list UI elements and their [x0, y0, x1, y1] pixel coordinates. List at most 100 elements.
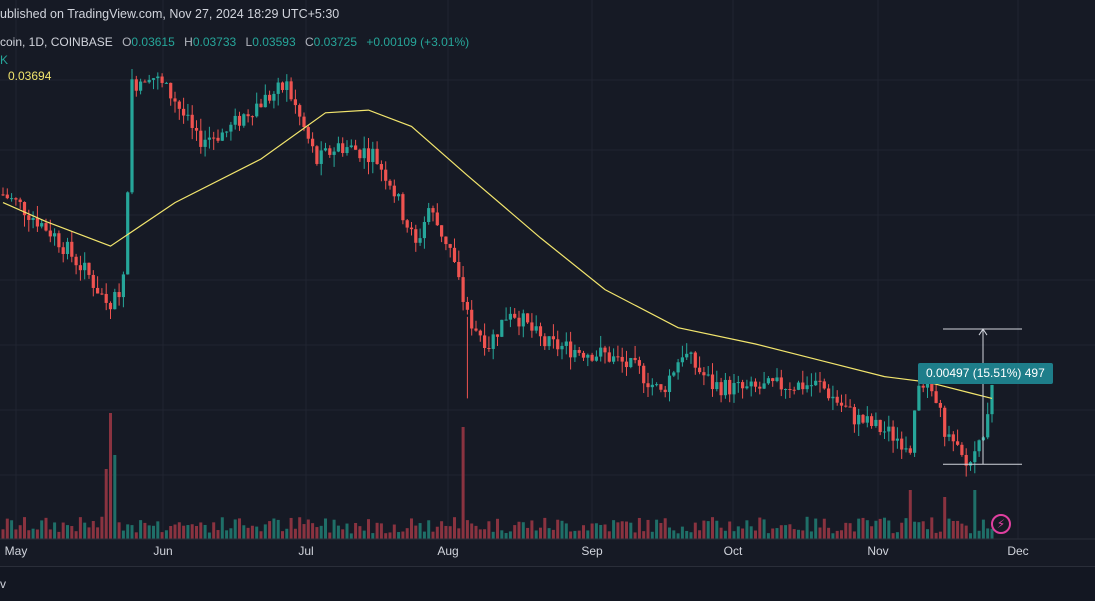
volume-bar: [440, 521, 444, 539]
close-label: C: [304, 35, 314, 49]
candle-body: [242, 114, 246, 126]
candle-body: [483, 335, 487, 349]
candle-body: [693, 352, 697, 368]
volume-bar: [96, 527, 100, 539]
candle-body: [164, 82, 168, 84]
volume-bar: [517, 521, 521, 539]
volume-bar: [857, 518, 861, 539]
candle-body: [874, 419, 878, 426]
candle-body: [397, 194, 401, 197]
candle-body: [564, 341, 568, 346]
candle-body: [212, 137, 216, 139]
volume-bar: [887, 520, 891, 539]
candle-body: [822, 381, 826, 389]
candle-body: [728, 379, 732, 395]
volume-bar: [534, 530, 538, 539]
candle-body: [280, 82, 285, 90]
candle-body: [788, 388, 792, 390]
volume-bar: [465, 520, 469, 539]
candle-body: [633, 357, 637, 361]
candle-body: [40, 223, 44, 227]
candle-body: [951, 434, 955, 442]
candle-body: [809, 385, 813, 387]
volume-bar: [732, 531, 736, 539]
volume-bar: [771, 528, 775, 539]
candle-body: [151, 78, 156, 80]
candle-body: [250, 116, 254, 118]
candle-body: [332, 151, 336, 155]
volume-bar: [891, 533, 895, 539]
volume-bar: [521, 522, 525, 539]
volume-bar: [173, 524, 177, 539]
candle-body: [624, 361, 629, 368]
volume-bar: [31, 528, 35, 539]
volume-bar: [298, 517, 302, 539]
moving-average-line: [2, 109, 993, 399]
candle-body: [659, 384, 663, 390]
volume-bar: [620, 521, 624, 539]
volume-bar: [306, 519, 310, 539]
candle-body: [182, 108, 186, 116]
candle-body: [620, 356, 624, 362]
volume-bar: [242, 525, 246, 539]
volume-bar: [650, 531, 654, 539]
volume-bar: [861, 517, 865, 539]
volume-bar: [164, 530, 168, 539]
bottom-toolbar-label[interactable]: v: [0, 577, 6, 591]
volume-bar: [457, 528, 461, 539]
candle-body: [285, 81, 289, 90]
low-label: L: [245, 35, 253, 49]
candle-body: [766, 378, 770, 384]
price-chart[interactable]: May Jun Jul Aug Sep Oct Nov Dec: [0, 0, 1095, 566]
candle-body: [177, 101, 181, 109]
volume-bar: [594, 523, 598, 539]
open-label: O: [122, 35, 132, 49]
ma-indicator-label[interactable]: K: [0, 53, 9, 67]
candle-body: [569, 341, 573, 358]
candle-body: [61, 247, 65, 255]
candle-body: [771, 378, 775, 382]
volume-bar: [48, 529, 52, 539]
volume-bar: [926, 529, 929, 539]
candle-body: [293, 99, 297, 106]
volume-bar: [904, 518, 908, 539]
volume-bar: [405, 528, 409, 539]
volume-bar: [706, 521, 710, 539]
volume-bar: [332, 519, 336, 539]
volume-bar: [766, 533, 770, 539]
high-label: H: [184, 35, 193, 49]
candle-body: [784, 388, 788, 390]
volume-bar: [754, 530, 757, 539]
candle-body: [938, 402, 942, 408]
volume-bar: [371, 533, 375, 539]
volume-bar: [453, 517, 456, 539]
candle-body: [220, 132, 224, 141]
lightning-icon[interactable]: ⚡: [991, 514, 1011, 534]
volume-bar: [40, 520, 44, 539]
candle-body: [121, 274, 125, 298]
candle-body: [70, 241, 74, 257]
volume-bar: [384, 533, 388, 539]
candle-body: [1, 194, 5, 196]
candle-body: [147, 79, 151, 83]
candle-body: [775, 377, 779, 382]
volume-bar: [964, 525, 968, 539]
x-tick-label: Oct: [724, 544, 743, 558]
candle-body: [689, 352, 693, 354]
volume-bar: [818, 527, 822, 539]
measure-tool[interactable]: [943, 328, 1022, 465]
candle-body: [917, 385, 921, 411]
volume-bar: [435, 526, 439, 539]
candle-body: [513, 313, 517, 318]
candle-body: [96, 287, 100, 294]
volume-bar: [104, 469, 108, 539]
candle-body: [680, 357, 684, 363]
volume-bar: [229, 528, 233, 539]
volume-bar: [341, 529, 345, 539]
volume-bar: [543, 517, 547, 539]
candle-body: [160, 76, 164, 83]
volume-bar: [719, 527, 723, 539]
volume-bar: [655, 519, 659, 539]
volume-bar: [659, 522, 663, 539]
candle-body: [53, 233, 57, 237]
